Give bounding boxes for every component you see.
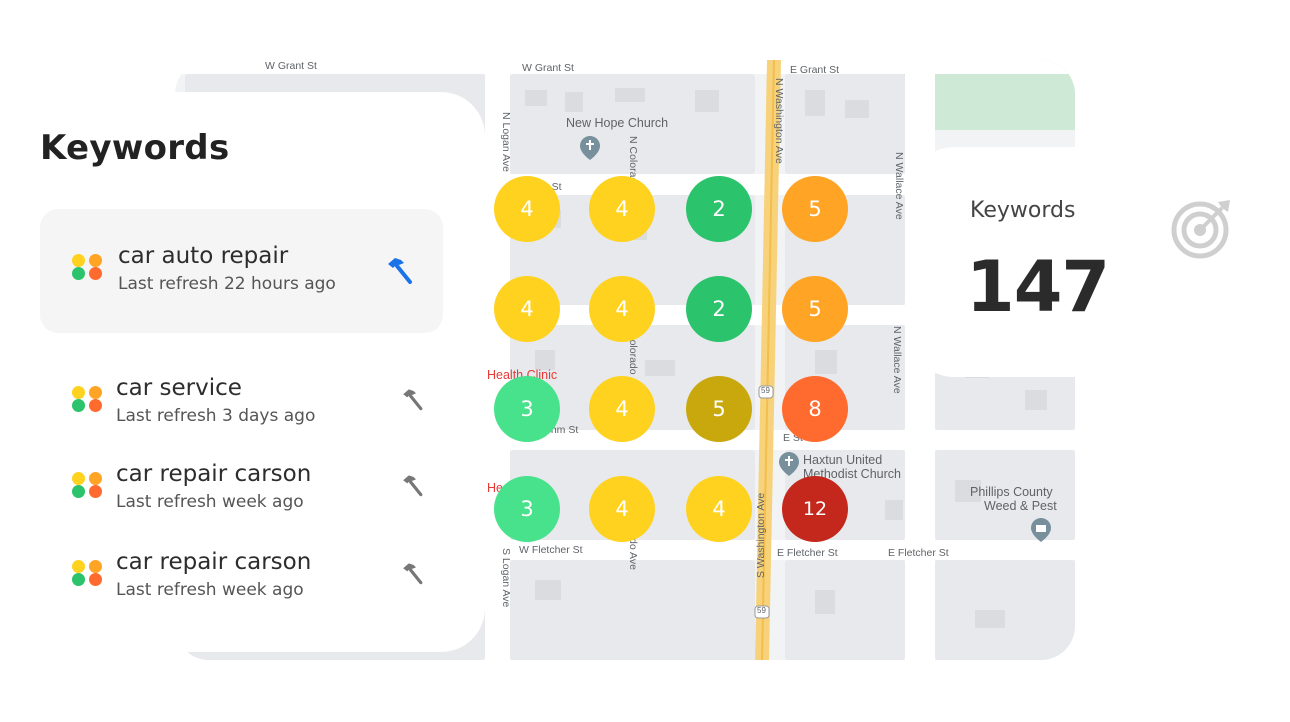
panel-title: Keywords bbox=[40, 128, 230, 168]
rank-dot[interactable]: 3 bbox=[494, 476, 560, 542]
rank-dot[interactable]: 5 bbox=[686, 376, 752, 442]
street-label: E Grant St bbox=[790, 64, 840, 76]
rank-dots-icon bbox=[72, 386, 106, 420]
keyword-name[interactable]: car repair carson bbox=[116, 461, 312, 487]
keyword-name[interactable]: car auto repair bbox=[118, 243, 289, 269]
keywords-panel bbox=[0, 92, 485, 652]
rank-dot[interactable]: 4 bbox=[589, 176, 655, 242]
church-pin-icon[interactable] bbox=[580, 136, 600, 160]
keyword-item[interactable] bbox=[40, 209, 443, 333]
street-label: N Washington Ave bbox=[773, 78, 785, 164]
stat-value: 147 bbox=[966, 246, 1110, 328]
store-pin-icon[interactable] bbox=[1031, 518, 1051, 542]
rank-dot[interactable]: 5 bbox=[782, 276, 848, 342]
route-label: 59 bbox=[761, 386, 770, 395]
street-label: W Grant St bbox=[522, 62, 574, 74]
street-label: E Fletcher St bbox=[888, 547, 949, 559]
keyword-refresh-time: Last refresh 3 days ago bbox=[116, 406, 316, 426]
target-icon bbox=[1171, 200, 1230, 259]
poi-label: Weed & Pest bbox=[984, 499, 1057, 513]
poi-label: Haxtun United bbox=[803, 453, 883, 467]
street-label: E Fletcher St bbox=[777, 547, 838, 559]
rank-dot[interactable]: 4 bbox=[589, 376, 655, 442]
rank-dot[interactable]: 4 bbox=[589, 476, 655, 542]
stat-label: Keywords bbox=[970, 198, 1076, 223]
keywords-stat-card bbox=[910, 147, 1290, 377]
hammer-icon[interactable] bbox=[400, 561, 424, 585]
keyword-refresh-time: Last refresh week ago bbox=[116, 580, 304, 600]
rank-dot[interactable]: 3 bbox=[494, 376, 560, 442]
hammer-icon[interactable] bbox=[400, 387, 424, 411]
rank-dot[interactable]: 5 bbox=[782, 176, 848, 242]
hammer-icon[interactable] bbox=[384, 255, 414, 285]
poi-label: Phillips County bbox=[970, 485, 1053, 499]
rank-dot[interactable]: 12 bbox=[782, 476, 848, 542]
rank-dots-icon bbox=[72, 254, 106, 288]
street-label: N Wallace Ave bbox=[893, 152, 905, 220]
rank-dot[interactable]: 4 bbox=[686, 476, 752, 542]
street-label: W Grant St bbox=[265, 60, 317, 72]
church-pin-icon[interactable] bbox=[779, 452, 799, 476]
street-label: W Fletcher St bbox=[519, 544, 583, 556]
rank-dot[interactable]: 8 bbox=[782, 376, 848, 442]
rank-dot[interactable]: 4 bbox=[494, 276, 560, 342]
poi-label: New Hope Church bbox=[566, 116, 669, 130]
rank-dot[interactable]: 2 bbox=[686, 276, 752, 342]
rank-dots-icon bbox=[72, 472, 106, 506]
street-label: S Washington Ave bbox=[755, 492, 767, 578]
route-shields bbox=[754, 385, 774, 619]
keyword-name[interactable]: car repair carson bbox=[116, 549, 312, 575]
keyword-refresh-time: Last refresh week ago bbox=[116, 492, 304, 512]
rank-dot[interactable]: 2 bbox=[686, 176, 752, 242]
keyword-refresh-time: Last refresh 22 hours ago bbox=[118, 274, 336, 294]
keyword-name[interactable]: car service bbox=[116, 375, 242, 401]
street-label: do Ave bbox=[627, 538, 639, 570]
street-label: N Wallace Ave bbox=[891, 326, 903, 394]
street-label: S Logan Ave bbox=[500, 548, 512, 608]
hammer-icon[interactable] bbox=[400, 473, 424, 497]
street-label: N Logan Ave bbox=[500, 112, 512, 172]
rank-dot[interactable]: 4 bbox=[494, 176, 560, 242]
rank-dot[interactable]: 4 bbox=[589, 276, 655, 342]
rank-dots-icon bbox=[72, 560, 106, 594]
route-label: 59 bbox=[757, 606, 766, 615]
